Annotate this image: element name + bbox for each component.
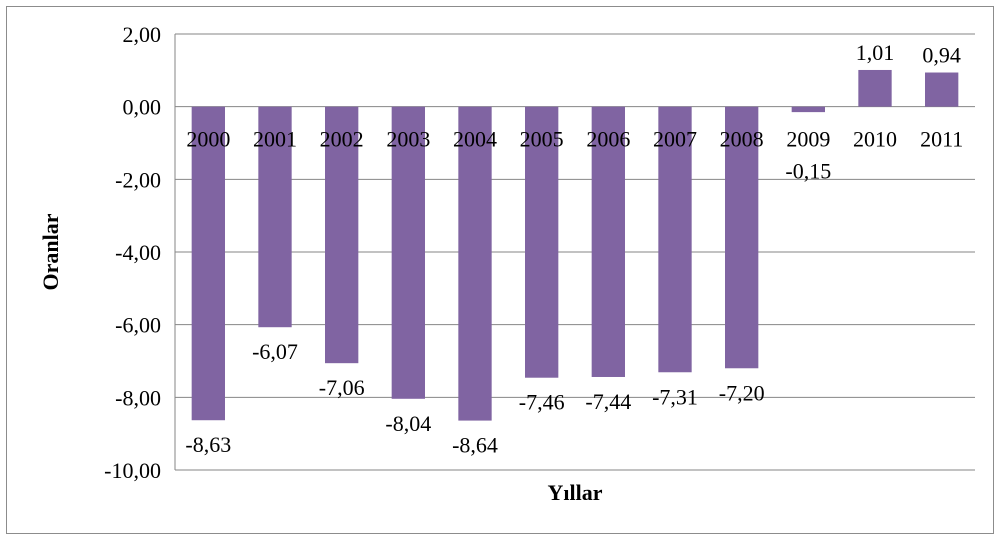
y-tick-label: -4,00 [115, 240, 161, 265]
y-tick-label: -10,00 [104, 458, 161, 483]
bar [325, 106, 359, 364]
grid-lines [174, 33, 975, 471]
bar [791, 106, 825, 113]
bar [925, 72, 959, 107]
data-label: -8,04 [385, 411, 431, 436]
bar [858, 69, 892, 107]
data-label: -7,20 [719, 380, 765, 405]
data-label: 1,01 [856, 40, 895, 65]
x-tick-label: 2006 [586, 127, 630, 152]
data-label: 0,94 [922, 43, 961, 68]
x-tick-label: 2003 [386, 127, 430, 152]
data-label: -6,07 [252, 339, 298, 364]
chart-frame [6, 6, 994, 534]
x-tick-label: 2011 [920, 127, 963, 152]
labels: 2,00 0,00 -2,00 -4,00 -6,00 -8,00 -10,00 2000 -8… [104, 22, 963, 483]
data-label: -8,64 [452, 433, 498, 458]
bar [658, 106, 692, 373]
y-tick-label: -8,00 [115, 385, 161, 410]
data-label: -0,15 [785, 159, 831, 184]
x-tick-label: 2004 [453, 127, 497, 152]
x-tick-label: 2005 [520, 127, 564, 152]
y-axis-title: Oranlar [38, 213, 63, 290]
y-tick-label: -2,00 [115, 167, 161, 192]
x-tick-label: 2009 [786, 127, 830, 152]
data-label: -8,63 [185, 432, 231, 457]
y-tick-label: 0,00 [123, 95, 162, 120]
data-label: -7,31 [652, 384, 698, 409]
data-label: -7,06 [319, 375, 365, 400]
x-tick-label: 2000 [186, 127, 230, 152]
x-tick-label: 2008 [720, 127, 764, 152]
bar [391, 106, 425, 399]
y-tick-label: 2,00 [123, 22, 162, 47]
x-tick-label: 2007 [653, 127, 697, 152]
bars [191, 69, 959, 421]
x-tick-label: 2002 [320, 127, 364, 152]
bar [458, 106, 492, 421]
bar [725, 106, 759, 369]
x-tick-label: 2010 [853, 127, 897, 152]
bar [191, 106, 225, 421]
bar [591, 106, 625, 377]
x-axis-title: Yıllar [548, 480, 603, 505]
data-label: -7,44 [585, 389, 631, 414]
x-tick-label: 2001 [253, 127, 297, 152]
bar [525, 106, 559, 378]
bar [258, 106, 292, 328]
data-label: -7,46 [519, 390, 565, 415]
y-tick-label: -6,00 [115, 313, 161, 338]
